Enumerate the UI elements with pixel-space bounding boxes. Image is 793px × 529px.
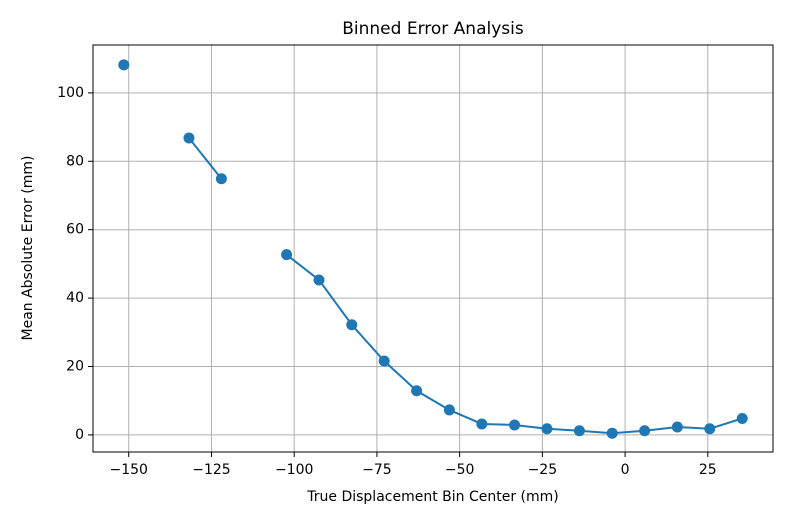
data-point	[215, 173, 227, 185]
data-point	[378, 355, 390, 367]
plot-area	[118, 59, 748, 439]
y-tick-label: 40	[66, 290, 84, 306]
y-axis-label: Mean Absolute Error (mm)	[20, 155, 36, 340]
data-point	[509, 419, 521, 431]
data-point	[411, 385, 423, 397]
x-tick-label: −25	[528, 462, 558, 478]
x-tick-label: −150	[110, 462, 148, 478]
chart-title: Binned Error Analysis	[342, 19, 524, 39]
data-point	[313, 274, 325, 286]
x-tick-label: −125	[192, 462, 230, 478]
x-tick-label: −75	[362, 462, 392, 478]
x-tick-label: 0	[621, 462, 630, 478]
data-point	[443, 404, 455, 416]
x-tick-label: 25	[699, 462, 717, 478]
y-tick-label: 20	[66, 358, 84, 374]
y-tick-label: 80	[66, 153, 84, 169]
data-point	[118, 59, 130, 71]
data-point	[281, 249, 293, 261]
y-tick-label: 100	[57, 85, 84, 101]
data-line	[188, 137, 743, 435]
x-tick-label: −50	[445, 462, 475, 478]
axes-frame	[92, 44, 774, 453]
x-tick-label: −100	[275, 462, 313, 478]
y-tick-label: 0	[75, 427, 84, 443]
data-point	[573, 425, 585, 437]
y-tick-label: 60	[66, 222, 84, 238]
data-point	[639, 425, 651, 437]
grid	[93, 45, 773, 452]
data-point	[183, 132, 195, 144]
data-point	[704, 423, 716, 435]
data-point	[606, 427, 618, 439]
data-point	[476, 418, 488, 430]
data-point	[346, 319, 358, 331]
data-point	[671, 421, 683, 433]
x-axis-label: True Displacement Bin Center (mm)	[306, 489, 558, 505]
data-point	[736, 412, 748, 424]
data-point	[541, 423, 553, 435]
